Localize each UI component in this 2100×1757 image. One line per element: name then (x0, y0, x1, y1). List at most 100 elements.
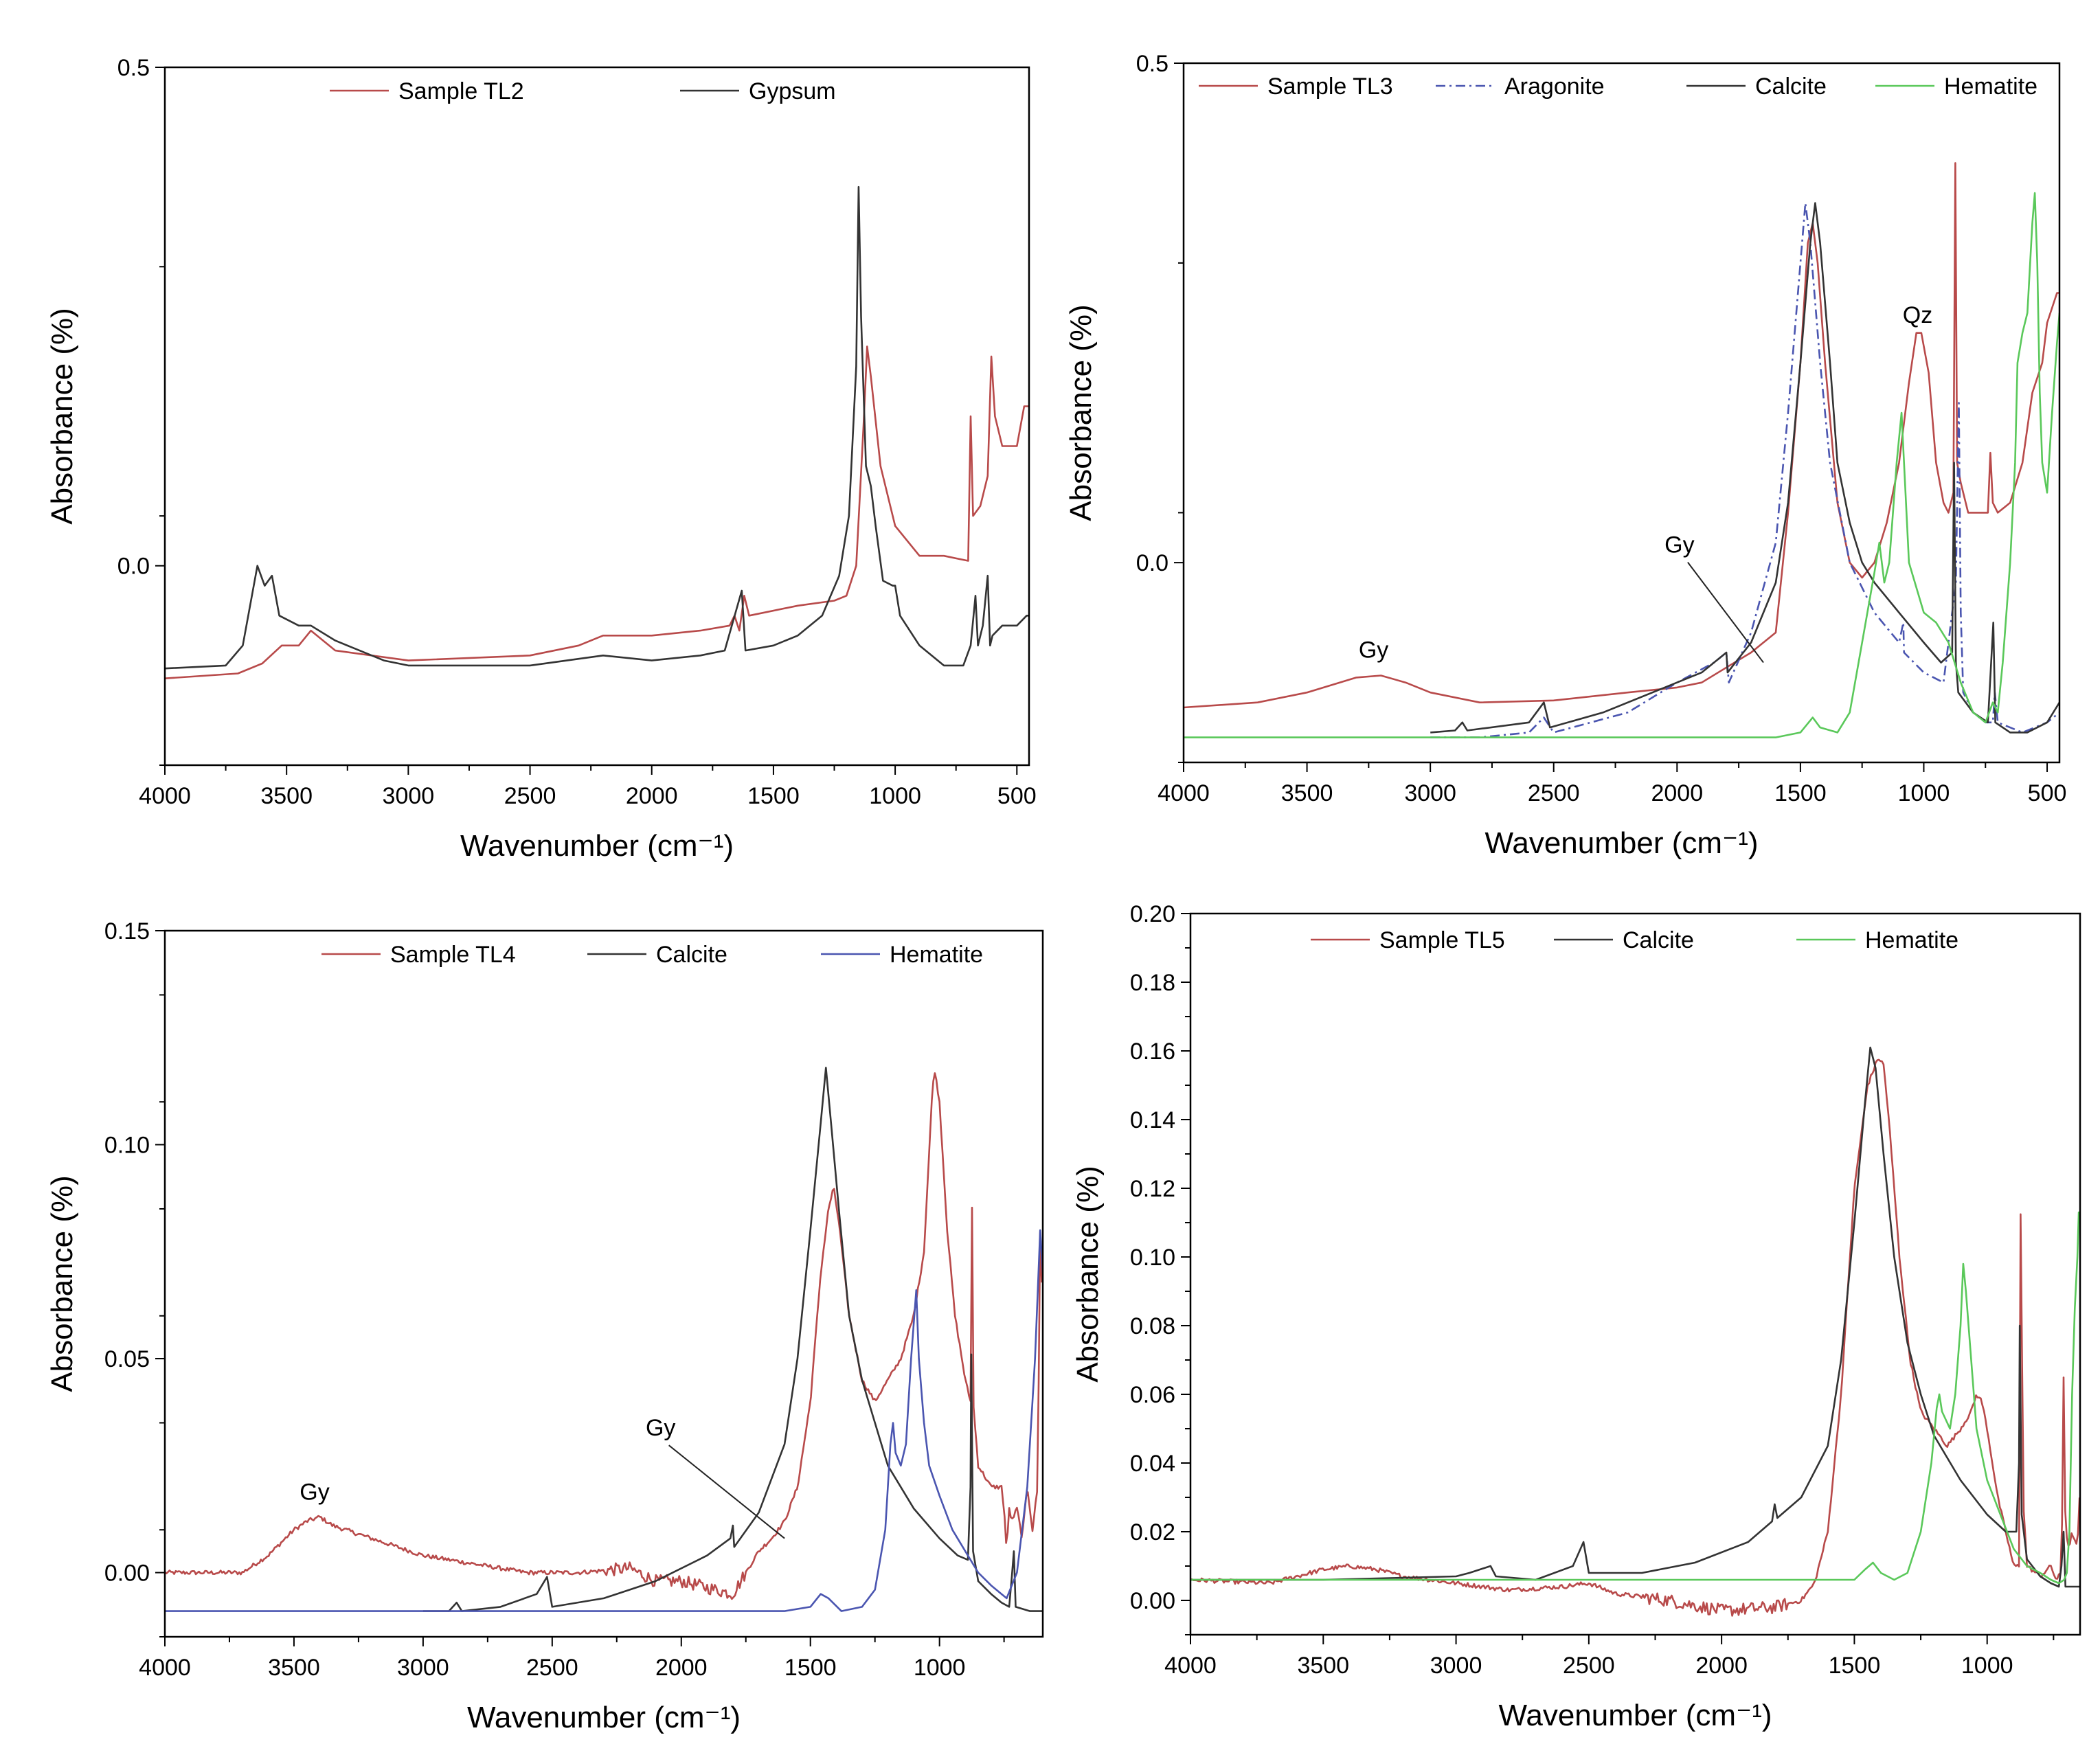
y-tick-label: 0.0 (117, 554, 150, 580)
series-line-2 (422, 1067, 1043, 1612)
annotation-leader (1687, 561, 1764, 664)
y-axis-label: Absorbance (%) (1071, 1166, 1105, 1382)
legend-label: Hematite (1865, 927, 1958, 953)
y-tick-label: 0.10 (1130, 1245, 1175, 1271)
legend-label: Sample TL3 (1267, 73, 1393, 100)
series-line-1 (1190, 1058, 2080, 1617)
series-line-3 (165, 1229, 1043, 1612)
x-tick-label: 4000 (139, 783, 191, 809)
plot-frame (163, 66, 1030, 767)
annotation-label: Qz (1903, 302, 1932, 328)
x-tick-label: 3500 (260, 783, 313, 809)
x-tick-label: 500 (2028, 780, 2067, 806)
y-tick-label: 0.00 (104, 1561, 150, 1587)
legend-label: Sample TL4 (390, 942, 516, 968)
x-tick-label: 1000 (1961, 1653, 2013, 1679)
y-tick-label: 0.5 (117, 55, 150, 81)
y-tick-label: 0.05 (104, 1346, 150, 1372)
x-tick-label: 500 (997, 783, 1037, 809)
series-group (1184, 162, 2059, 738)
x-tick-label: 2500 (504, 783, 556, 809)
y-axis-label: Absorbance (%) (45, 1175, 79, 1392)
x-tick-label: 1500 (1774, 780, 1827, 806)
y-tick-label: 0.12 (1130, 1176, 1175, 1202)
x-tick-label: 1000 (914, 1655, 966, 1681)
y-tick-label: 0.10 (104, 1133, 150, 1159)
legend-label: Calcite (1755, 73, 1827, 100)
x-axis-label: Wavenumber (cm⁻¹) (1484, 826, 1758, 860)
series-group (165, 185, 1029, 679)
x-tick-label: 3000 (1430, 1653, 1482, 1679)
x-tick-label: 3500 (1281, 780, 1333, 806)
plot-frame (1189, 912, 2081, 1636)
series-line-2 (165, 185, 1029, 670)
chart-panel-4: 0.20 0.18 0.16 0.14 0.12 0.10 0.08 0.06 0.04 0.02… (1071, 901, 2081, 1732)
x-tick-label: 3000 (383, 783, 435, 809)
annotation-leader (668, 1444, 785, 1539)
x-tick-label: 2000 (626, 783, 678, 809)
chart-panel-2: 0.5 0.0 4000 3500 3000 2500 2000 1500 1000 500 Wav… (1064, 51, 2066, 860)
plot-frame (1182, 62, 2061, 764)
x-axis-label: Wavenumber (cm⁻¹) (1498, 1699, 1772, 1732)
series-line-3 (1190, 1211, 2080, 1585)
x-tick-label: 3500 (1297, 1653, 1349, 1679)
x-tick-label: 1500 (747, 783, 800, 809)
x-axis-label: Wavenumber (cm⁻¹) (467, 1701, 741, 1734)
x-tick-label: 1000 (869, 783, 921, 809)
series-group (1190, 1046, 2080, 1617)
annotation-label: Gy (646, 1415, 675, 1441)
series-line-1 (165, 345, 1029, 679)
legend-label: Calcite (656, 942, 727, 968)
annotation-label: Gy (1359, 637, 1388, 663)
x-tick-label: 2000 (655, 1655, 708, 1681)
x-tick-label: 4000 (139, 1655, 191, 1681)
legend-label: Sample TL2 (398, 78, 524, 104)
legend-label: Aragonite (1504, 73, 1605, 100)
y-tick-label: 0.15 (104, 918, 150, 944)
series-line-3 (1430, 202, 2059, 734)
series-group (165, 1067, 1043, 1612)
y-tick-label: 0.14 (1130, 1107, 1175, 1133)
series-line-2 (1190, 1046, 2080, 1588)
chart-panel-3: 0.15 0.10 0.05 0.00 4000 3500 3000 2500 2000 1500… (45, 918, 1044, 1734)
series-line-4 (1184, 192, 2059, 738)
y-tick-label: 0.02 (1130, 1519, 1175, 1545)
x-tick-label: 2000 (1651, 780, 1703, 806)
x-tick-label: 4000 (1158, 780, 1210, 806)
y-tick-label: 0.0 (1136, 550, 1168, 576)
chart-panel-1: 0.5 0.0 4000 3500 3000 2500 2000 1500 1000 500 Wav… (45, 55, 1037, 863)
legend-label: Calcite (1623, 927, 1694, 953)
y-tick-label: 0.18 (1130, 970, 1175, 996)
annotation-label: Gy (300, 1480, 329, 1506)
legend-label: Hematite (890, 942, 983, 968)
x-tick-label: 1500 (1829, 1653, 1881, 1679)
legend-label: Hematite (1944, 73, 2037, 100)
x-tick-label: 1500 (784, 1655, 837, 1681)
legend-label: Sample TL5 (1379, 927, 1505, 953)
legend-label: Gypsum (749, 78, 836, 104)
x-tick-label: 1000 (1898, 780, 1950, 806)
y-tick-label: 0.00 (1130, 1588, 1175, 1614)
x-tick-label: 2000 (1695, 1653, 1748, 1679)
series-line-1 (1184, 162, 2059, 709)
x-tick-label: 2500 (526, 1655, 578, 1681)
x-tick-label: 3000 (1404, 780, 1456, 806)
y-tick-label: 0.08 (1130, 1313, 1175, 1339)
plot-frame (163, 929, 1044, 1638)
x-tick-label: 2500 (1563, 1653, 1615, 1679)
y-tick-label: 0.04 (1130, 1451, 1175, 1477)
y-tick-label: 0.16 (1130, 1039, 1175, 1065)
x-tick-label: 3000 (397, 1655, 449, 1681)
y-tick-label: 0.20 (1130, 901, 1175, 927)
y-axis-label: Absorbance (%) (45, 308, 79, 524)
x-tick-label: 3500 (268, 1655, 320, 1681)
series-line-1 (165, 1072, 1043, 1600)
y-tick-label: 0.06 (1130, 1382, 1175, 1408)
x-tick-label: 4000 (1164, 1653, 1217, 1679)
x-axis-label: Wavenumber (cm⁻¹) (460, 829, 734, 863)
y-tick-label: 0.5 (1136, 51, 1168, 77)
x-tick-label: 2500 (1528, 780, 1580, 806)
annotation-label: Gy (1664, 532, 1694, 558)
y-axis-label: Absorbance (%) (1064, 304, 1098, 521)
